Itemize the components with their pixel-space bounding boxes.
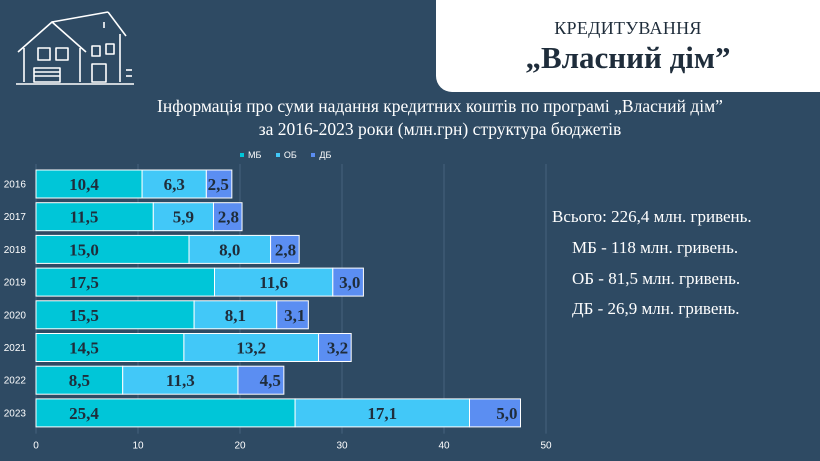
bar-ДБ-2022 [237, 365, 285, 395]
summary-total: Всього: 226,4 млн. гривень. [552, 207, 752, 226]
data-label-ОБ-2023: 17,1 [367, 404, 397, 423]
chart-title-line-1: Інформація про суми надання кредитних ко… [157, 96, 723, 116]
data-label-ОБ-2019: 11,6 [259, 273, 288, 292]
stacked-bar-chart: 0 10 20 30 40 50 2016 10,4 6,3 2,5 2017 11,5 5,9 2,8 2… [4, 164, 552, 452]
bar-МБ-2019 [35, 267, 215, 297]
legend-item-mb: МБ [240, 150, 261, 160]
data-label-МБ-2021: 14,5 [69, 339, 99, 358]
x-tick-label-40: 40 [438, 441, 450, 452]
program-title: „Власний дім” [525, 40, 731, 75]
data-label-ОБ-2017: 5,9 [173, 208, 194, 227]
data-label-МБ-2022: 8,5 [69, 371, 90, 390]
data-label-ДБ-2022: 4,5 [260, 371, 281, 390]
data-label-ОБ-2016: 6,3 [164, 175, 185, 194]
legend-label-ob: ОБ [283, 150, 297, 160]
bar-МБ-2020 [35, 300, 195, 330]
data-label-ДБ-2018: 2,8 [275, 240, 296, 259]
data-label-МБ-2023: 25,4 [69, 404, 99, 423]
house-outline-icon [16, 11, 134, 85]
bar-ДБ-2016 [205, 169, 233, 199]
x-tick-label-20: 20 [234, 441, 246, 452]
summary-ob: ОБ - 81,5 млн. гривень. [572, 269, 741, 288]
data-label-ДБ-2020: 3,1 [284, 306, 305, 325]
x-tick-label-30: 30 [336, 441, 348, 452]
data-label-ОБ-2022: 11,3 [166, 371, 195, 390]
legend-swatch-db [311, 153, 316, 157]
x-tick-label-10: 10 [132, 441, 144, 452]
data-label-МБ-2017: 11,5 [70, 208, 99, 227]
y-tick-label-2022: 2022 [4, 376, 27, 387]
data-label-МБ-2016: 10,4 [69, 175, 99, 194]
bar-ДБ-2023 [469, 398, 521, 428]
bar-ОБ-2020 [193, 300, 278, 330]
title-card: КРЕДИТУВАННЯ „Власний дім” [436, 0, 820, 92]
bar-ОБ-2017 [152, 202, 214, 232]
y-tick-label-2017: 2017 [4, 212, 27, 223]
bar-ОБ-2023 [294, 398, 470, 428]
x-tick-label-50: 50 [540, 441, 552, 452]
summary-mb: МБ - 118 млн. гривень. [572, 238, 739, 257]
data-label-ОБ-2020: 8,1 [225, 306, 246, 325]
data-label-ДБ-2017: 2,8 [218, 208, 239, 227]
data-label-ДБ-2016: 2,5 [208, 175, 229, 194]
bar-МБ-2018 [35, 234, 190, 264]
legend-item-ob: ОБ [275, 150, 297, 160]
bar-МБ-2017 [35, 202, 154, 232]
bar-ДБ-2021 [318, 333, 352, 362]
bar-ОБ-2018 [188, 234, 272, 264]
data-label-ДБ-2021: 3,2 [327, 339, 348, 358]
y-tick-label-2018: 2018 [4, 245, 27, 256]
legend-item-db: ДБ [311, 150, 331, 160]
legend-label-mb: МБ [248, 150, 262, 160]
y-tick-label-2019: 2019 [4, 278, 27, 289]
bar-МБ-2016 [35, 169, 143, 199]
y-tick-label-2021: 2021 [4, 343, 27, 354]
data-label-МБ-2019: 17,5 [69, 273, 99, 292]
legend-label-db: ДБ [319, 150, 332, 160]
section-title: КРЕДИТУВАННЯ [554, 18, 702, 38]
chart-title-line-2: за 2016-2023 роки (млн.грн) структура бю… [258, 119, 622, 139]
data-label-МБ-2020: 15,5 [69, 306, 99, 325]
y-tick-label-2016: 2016 [4, 180, 27, 191]
bar-ОБ-2019 [214, 267, 334, 297]
data-label-ОБ-2021: 13,2 [236, 339, 266, 358]
bar-МБ-2023 [35, 398, 296, 428]
y-tick-label-2023: 2023 [4, 408, 27, 419]
bar-ОБ-2021 [183, 333, 320, 362]
x-tick-label-0: 0 [33, 441, 39, 452]
data-label-ДБ-2023: 5,0 [496, 404, 517, 423]
summary-db: ДБ - 26,9 млн. гривень. [572, 299, 740, 318]
bar-ДБ-2017 [212, 202, 243, 232]
chart-legend: МБ ОБ ДБ [240, 149, 343, 160]
bar-ДБ-2018 [270, 234, 300, 264]
data-label-ОБ-2018: 8,0 [219, 240, 240, 259]
legend-swatch-ob [275, 153, 280, 157]
data-label-ДБ-2019: 3,0 [339, 273, 360, 292]
y-tick-label-2020: 2020 [4, 310, 27, 321]
bar-ДБ-2020 [276, 300, 309, 330]
data-label-МБ-2018: 15,0 [69, 240, 99, 259]
bar-ДБ-2019 [332, 267, 364, 297]
bar-МБ-2021 [35, 333, 185, 362]
legend-swatch-mb [240, 153, 244, 157]
